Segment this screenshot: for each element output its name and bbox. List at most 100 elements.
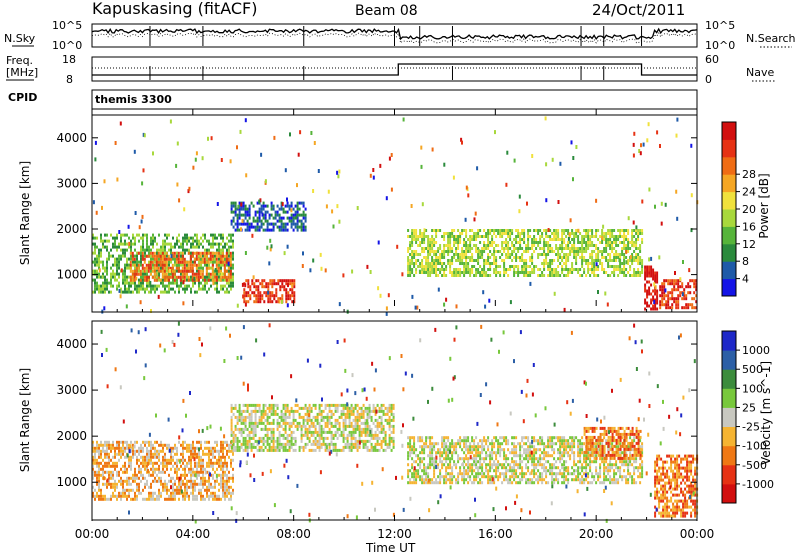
data-cell [656,289,659,293]
data-cell [521,247,524,250]
data-cell [392,439,395,443]
data-cell [320,436,323,440]
data-cell [142,245,144,249]
data-cell [204,236,206,240]
data-cell [238,439,241,443]
data-cell [168,281,170,285]
data-cell [238,222,241,226]
data-cell [160,476,162,480]
data-cell [248,445,251,449]
data-cell [609,232,612,235]
data-cell [192,485,194,489]
scatter-point [396,244,399,249]
data-cell [96,464,98,468]
data-cell [282,412,285,416]
data-cell [170,281,172,285]
data-cell [262,201,265,205]
data-cell [260,445,263,449]
data-cell [130,281,132,285]
data-cell [461,229,464,232]
data-cell [489,241,492,244]
data-cell [102,263,104,267]
data-cell [96,473,98,477]
data-cell [407,262,410,265]
data-cell [427,250,430,253]
data-cell [679,285,682,289]
data-cell [244,210,247,214]
data-cell [136,494,138,498]
data-cell [543,268,546,271]
data-cell [240,427,243,431]
data-cell [605,250,608,253]
data-cell [161,260,164,264]
data-cell [164,242,166,246]
data-cell [445,274,448,277]
data-cell [591,259,594,262]
data-cell [240,433,243,437]
data-cell [287,297,290,301]
data-cell [184,284,186,288]
scatter-point [320,266,323,271]
data-cell [433,262,436,265]
data-cell [184,239,186,243]
data-cell [485,262,488,265]
data-cell [230,424,233,428]
data-cell [330,433,333,437]
data-cell [258,406,261,410]
data-cell [637,268,640,271]
data-cell [593,235,596,238]
data-cell [166,266,168,270]
data-cell [158,449,160,453]
data-cell [443,271,446,274]
data-cell [276,213,279,217]
data-cell [181,269,184,273]
data-cell [133,263,136,267]
data-cell [294,213,297,217]
data-cell [257,300,260,304]
data-cell [314,448,317,452]
data-cell [324,406,327,410]
data-cell [152,473,154,477]
data-cell [140,251,142,255]
data-cell [549,274,552,277]
scatter-point [529,281,532,286]
data-cell [663,282,666,286]
data-cell [465,250,468,253]
data-cell [153,257,156,261]
data-cell [145,275,148,279]
data-cell [236,415,239,419]
data-cell [230,458,232,462]
data-cell [459,268,462,271]
data-cell [130,254,132,258]
data-cell [258,213,261,217]
data-cell [292,436,295,440]
data-cell [581,238,584,241]
data-cell [266,412,269,416]
data-cell [605,238,608,241]
data-cell [457,247,460,250]
data-cell [573,250,576,253]
data-cell [388,433,391,437]
data-cell [392,418,395,422]
data-cell [354,430,357,434]
data-cell [513,268,516,271]
data-cell [258,418,261,422]
data-cell [104,269,106,273]
data-cell [226,479,228,483]
data-cell [370,448,373,452]
data-cell [281,294,284,298]
data-cell [491,229,494,232]
data-cell [567,253,570,256]
data-cell [557,259,560,262]
data-cell [234,403,237,407]
data-cell [188,479,190,483]
data-cell [208,440,210,444]
data-cell [288,412,291,416]
freq-label-line2: [MHz] [6,66,38,79]
data-cell [153,251,156,255]
data-cell [529,274,532,277]
data-cell [493,262,496,265]
data-cell [226,464,228,468]
data-cell [178,284,180,288]
data-cell [197,251,200,255]
